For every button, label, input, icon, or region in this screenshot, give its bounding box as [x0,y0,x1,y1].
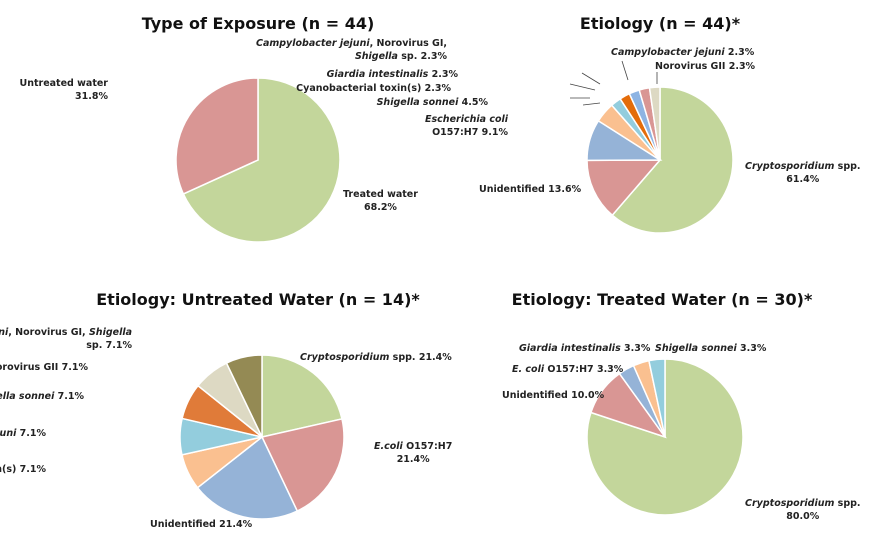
label-segment: , Norovirus GI, [369,38,447,49]
label-segment: Shigella [88,327,132,338]
label-segment: spp. [834,498,861,509]
slice-label: Campylobacter jejuni 2.3% [611,46,754,59]
label-segment: 68.2% [363,202,397,213]
chart-title-untreated: Etiology: Untreated Water (n = 14)* [96,290,420,309]
label-segment: Unidentified 21.4% [150,519,253,530]
slice-label: Treated water 68.2% [343,188,418,214]
label-segment: 2.3% [428,69,458,80]
pie-slice [261,354,343,438]
label-segment: 2.3% [724,47,755,58]
slice-label: Campylobacter jejuni, Norovirus GI, Shig… [0,326,132,352]
slice-label: Shigella sonnei 7.1% [0,390,84,403]
label-segment: Escherichia coli [425,114,508,125]
label-segment: Treated water [343,189,418,200]
label-segment: 80.0% [786,511,820,522]
slice-label: Cyanobacterial toxin(s) 2.3% [296,82,451,95]
label-segment: O157:H7 3.3% [544,364,624,375]
label-segment: Shigella sonnei [0,391,55,402]
label-segment: Unidentified 10.0% [502,390,605,401]
slice-label: Shigella sonnei 3.3% [655,342,766,355]
slice-label: E.coli O157:H7 21.4% [374,440,452,466]
slice-label: Unidentified 10.0% [502,389,604,402]
label-segment: Cyanobacterial toxin(s) 7.1% [0,464,46,475]
label-segment: Cryptosporidium [300,352,390,363]
label-segment: Campylobacter jejuni [255,38,370,49]
label-segment: spp. [834,161,861,172]
label-segment: Campylobacter jejuni [0,327,9,338]
slice-label: Unidentified 13.6% [479,183,581,196]
slice-label: Cyanobacterial toxin(s) 7.1% [0,463,46,476]
label-segment: sp. 7.1% [86,340,132,351]
slice-label: Unidentified 21.4% [150,518,252,531]
label-segment: Norovirus GII 2.3% [655,61,756,72]
slice-label: Cryptosporidium spp. 80.0% [745,497,861,523]
label-segment: 4.5% [458,97,488,108]
chart-title-treated: Etiology: Treated Water (n = 30)* [511,290,813,309]
label-segment: Campylobacter jejuni [611,47,725,58]
label-segment: Norovirus GII 7.1% [0,362,88,373]
label-segment: 7.1% [16,428,46,439]
label-segment: spp. 21.4% [389,352,452,363]
label-segment: 3.3% [620,343,651,354]
slice-label: Escherichia coli O157:H7 9.1% [425,113,508,139]
label-segment: 21.4% [396,454,430,465]
slice-label: Untreated water 31.8% [19,77,108,103]
label-segment: , Norovirus GI, [8,327,89,338]
label-segment: Unidentified 13.6% [479,184,582,195]
slice-label: E. coli O157:H7 3.3% [512,363,623,376]
leader-line [569,83,596,91]
label-segment: Giardia intestinalis [326,69,429,80]
label-segment: sp. 2.3% [397,51,447,62]
pie-slice [611,86,734,234]
label-segment: Campylobacter jejuni [0,428,17,439]
slice-label: Cryptosporidium spp. 21.4% [300,351,452,364]
label-segment: Untreated water [19,78,108,89]
label-segment: O157:H7 9.1% [432,127,508,138]
label-segment: Cryptosporidium [745,498,835,509]
label-segment: 31.8% [75,91,108,102]
leader-line [621,60,629,81]
label-segment: O157:H7 [402,441,453,452]
label-segment: Shigella [354,51,398,62]
slice-label: Giardia intestinalis 3.3% [519,342,650,355]
label-segment: Giardia intestinalis [519,343,621,354]
label-segment: Cryptosporidium [745,161,835,172]
label-segment: E. coli [512,364,545,375]
pie-slice [648,358,666,438]
slice-label: Cryptosporidium spp. 61.4% [745,160,861,186]
chart-title-exposure: Type of Exposure (n = 44) [141,14,375,33]
label-segment: Cyanobacterial toxin(s) 2.3% [296,83,451,94]
pie-slice [182,77,341,243]
slice-label: Norovirus GII 7.1% [0,361,88,374]
pie-slice [175,77,259,195]
label-segment: Shigella sonnei [376,97,459,108]
label-segment: Shigella sonnei [655,343,737,354]
label-segment: 3.3% [736,343,767,354]
pie-slice [225,354,263,438]
pie-slice [260,418,345,513]
pie-slice [196,435,299,520]
slice-label: Campylobacter jejuni 7.1% [0,427,46,440]
slice-label: Norovirus GII 2.3% [655,60,755,73]
label-segment: E.coli [374,441,403,452]
pie-slice [586,159,662,217]
label-segment: 61.4% [786,174,820,185]
leader-line [581,72,601,85]
label-segment: 7.1% [54,391,84,402]
slice-label: Shigella sonnei 4.5% [377,96,488,109]
slice-label: Giardia intestinalis 2.3% [327,68,458,81]
leader-line [582,102,601,106]
slice-label: Campylobacter jejuni, Norovirus GI, Shige… [256,37,447,63]
pie-slice [648,86,661,161]
chart-title-etiology: Etiology (n = 44)* [579,14,741,33]
